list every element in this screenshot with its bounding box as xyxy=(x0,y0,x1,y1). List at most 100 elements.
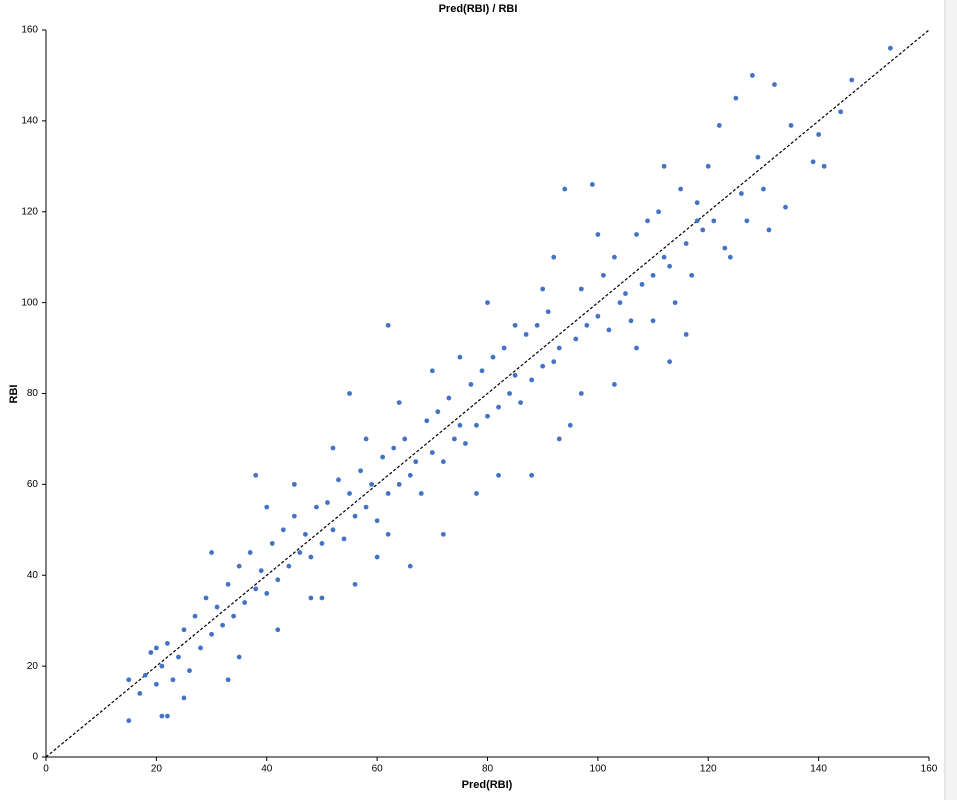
chart-title: Pred(RBI) / RBI xyxy=(439,3,518,15)
point xyxy=(236,654,242,660)
point xyxy=(705,163,711,169)
point xyxy=(512,322,518,328)
point xyxy=(336,477,341,483)
point xyxy=(457,422,463,428)
point xyxy=(683,241,689,246)
point xyxy=(352,513,358,519)
point xyxy=(330,527,336,533)
point xyxy=(236,563,242,569)
point xyxy=(170,677,176,683)
point xyxy=(159,663,165,669)
point xyxy=(176,654,181,660)
point xyxy=(529,377,535,383)
point xyxy=(341,536,347,542)
point xyxy=(672,300,678,306)
point xyxy=(181,695,187,701)
point xyxy=(683,332,689,337)
point xyxy=(198,645,203,651)
point xyxy=(501,345,507,351)
point xyxy=(391,445,397,451)
point xyxy=(396,400,402,405)
point xyxy=(153,681,159,687)
point xyxy=(567,422,573,428)
point xyxy=(628,318,634,324)
point xyxy=(440,459,446,465)
point xyxy=(440,531,446,537)
point xyxy=(810,159,816,165)
point xyxy=(264,504,270,510)
point xyxy=(589,182,595,187)
point xyxy=(231,613,237,619)
point xyxy=(496,404,501,410)
point xyxy=(733,95,739,101)
point xyxy=(650,272,656,278)
point xyxy=(849,77,855,83)
point xyxy=(838,109,844,115)
point xyxy=(761,186,766,192)
point xyxy=(225,677,231,683)
point xyxy=(457,354,463,360)
point xyxy=(380,454,386,460)
point xyxy=(308,595,314,601)
reference-line xyxy=(45,29,930,758)
point xyxy=(551,254,557,260)
y-tick-label: 140 xyxy=(21,116,38,127)
point xyxy=(634,232,639,237)
point xyxy=(402,436,408,442)
point xyxy=(606,327,612,333)
x-tick-label: 60 xyxy=(372,764,384,775)
point xyxy=(755,154,761,160)
point xyxy=(291,481,297,487)
point xyxy=(772,82,777,87)
point xyxy=(203,595,209,601)
x-tick-label: 100 xyxy=(590,764,607,775)
y-tick-label: 80 xyxy=(27,388,39,399)
point xyxy=(667,359,673,365)
point xyxy=(744,218,750,224)
sheet-edge xyxy=(945,0,957,800)
point xyxy=(429,368,435,374)
point xyxy=(142,672,148,678)
point xyxy=(816,132,822,137)
point xyxy=(325,500,330,505)
point xyxy=(600,272,606,278)
point xyxy=(485,300,490,306)
point xyxy=(451,436,457,442)
point xyxy=(126,677,132,683)
point xyxy=(159,713,165,719)
y-tick-label: 160 xyxy=(21,25,38,36)
point xyxy=(496,472,501,478)
point xyxy=(242,600,248,605)
point xyxy=(562,186,568,192)
point xyxy=(181,627,187,633)
point xyxy=(595,232,601,237)
point xyxy=(529,472,535,478)
point xyxy=(413,459,419,465)
point xyxy=(540,286,546,292)
point xyxy=(347,391,352,396)
point xyxy=(783,204,788,210)
point xyxy=(363,436,369,442)
point xyxy=(319,541,325,546)
point xyxy=(363,504,369,510)
point xyxy=(661,163,667,169)
point xyxy=(385,531,391,537)
point xyxy=(137,690,143,696)
point xyxy=(578,286,584,292)
point xyxy=(314,504,319,510)
point xyxy=(126,718,132,724)
point xyxy=(639,282,645,287)
point xyxy=(308,554,314,560)
point xyxy=(578,391,584,396)
point xyxy=(661,254,667,260)
x-tick-label: 120 xyxy=(700,764,717,775)
point xyxy=(623,291,628,296)
point xyxy=(716,123,722,128)
point xyxy=(280,527,286,533)
point xyxy=(330,445,336,451)
point xyxy=(645,218,650,224)
point xyxy=(700,227,706,233)
point xyxy=(595,313,601,319)
x-tick-label: 20 xyxy=(151,764,163,775)
